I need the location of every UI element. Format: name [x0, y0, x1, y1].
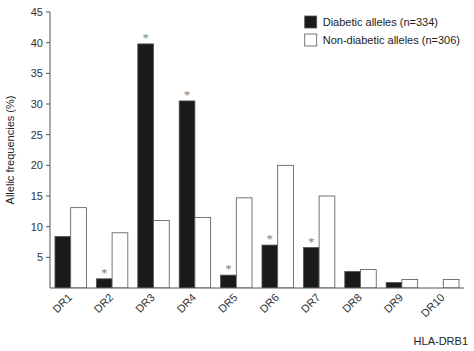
bar: [319, 196, 335, 288]
y-tick: [46, 12, 50, 13]
bar: [138, 44, 154, 288]
y-tick-label: 15: [31, 190, 43, 202]
x-tick-label: DR10: [418, 291, 446, 319]
x-tick-label: DR7: [299, 291, 323, 315]
y-tick-label: 40: [31, 37, 43, 49]
y-tick: [46, 226, 50, 227]
legend-swatch: [305, 34, 317, 46]
y-tick: [46, 196, 50, 197]
x-axis-line: [50, 288, 464, 289]
x-tick-label: DR8: [340, 291, 364, 315]
y-tick-label: 25: [31, 129, 43, 141]
legend-label: Diabetic alleles (n=334): [323, 16, 438, 28]
y-axis-label: Allelic frequencies (%): [4, 96, 16, 205]
x-axis-label: HLA-DRB1: [414, 335, 468, 347]
bar: [402, 279, 418, 288]
legend-swatch: [305, 16, 317, 28]
bar: [278, 165, 294, 288]
annotation: *: [225, 261, 232, 276]
y-tick: [46, 42, 50, 43]
bar: [262, 245, 278, 288]
bar: [303, 248, 319, 288]
bar: [112, 233, 128, 288]
x-tick-label: DR5: [216, 291, 240, 315]
legend: Diabetic alleles (n=334) Non-diabetic all…: [305, 16, 460, 46]
annotation: *: [142, 30, 149, 45]
x-tick-label: DR4: [174, 291, 198, 315]
x-tick-label: DR2: [92, 291, 116, 315]
bar: [96, 279, 112, 288]
y-tick: [46, 257, 50, 258]
bar: [443, 279, 459, 288]
annotation: *: [308, 234, 315, 249]
x-tick-label: DR9: [381, 291, 405, 315]
legend-label: Non-diabetic alleles (n=306): [323, 34, 460, 46]
bar: [71, 208, 87, 288]
bars: [55, 44, 459, 288]
y-tick-label: 35: [31, 67, 43, 79]
x-tick-label: DR3: [133, 291, 157, 315]
x-tick-label: DR1: [50, 291, 74, 315]
bar: [345, 271, 361, 288]
annotation: *: [267, 231, 274, 246]
annotation: *: [101, 265, 108, 280]
bar: [236, 198, 252, 288]
y-tick: [46, 104, 50, 105]
y-tick: [46, 134, 50, 135]
y-tick-label: 30: [31, 98, 43, 110]
y-tick: [46, 165, 50, 166]
y-axis-line: [50, 12, 51, 288]
y-tick-label: 20: [31, 159, 43, 171]
x-tick-label: DR6: [257, 291, 281, 315]
y-tick-label: 10: [31, 221, 43, 233]
y-tick: [46, 73, 50, 74]
y-tick-label: 5: [37, 251, 43, 263]
bar: [221, 275, 237, 288]
bar: [386, 282, 402, 288]
bar: [55, 236, 71, 288]
bar: [179, 101, 195, 288]
chart: * * * * * * 5 10 15 20 25 30 35 40 45 DR1 DR2 DR3 DR4 DR5 DR…: [0, 0, 474, 351]
annotation: *: [184, 87, 191, 102]
y-tick-label: 45: [31, 6, 43, 18]
bar: [361, 270, 377, 288]
bar: [154, 221, 170, 288]
bar: [195, 217, 211, 288]
